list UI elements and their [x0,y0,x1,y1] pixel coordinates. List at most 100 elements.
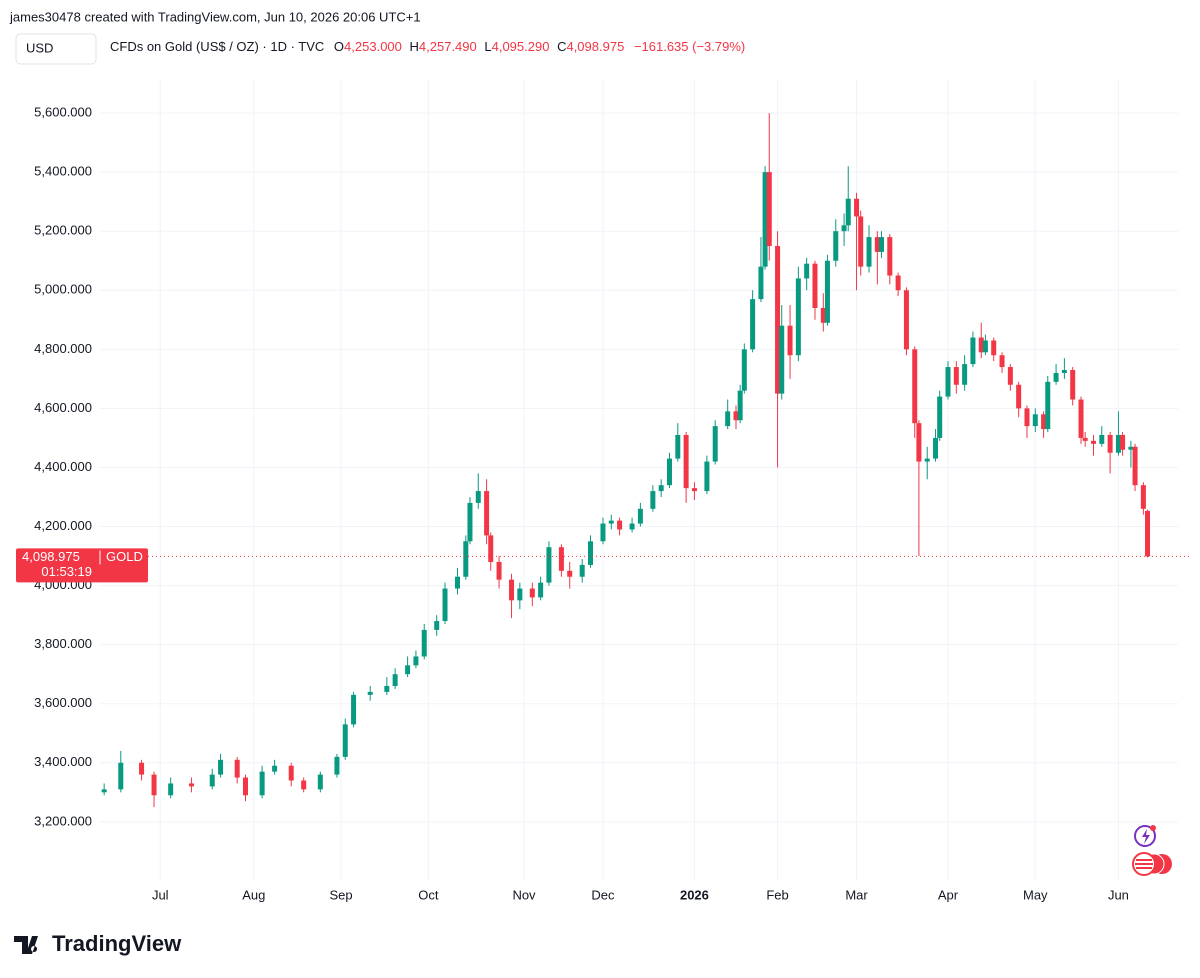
bolt [1142,829,1150,844]
candle-body [617,520,623,530]
candle-body [866,237,872,267]
candle-body [442,588,448,622]
candle-body [600,523,606,542]
high-prefix: H [410,39,419,54]
candle-body [845,198,851,226]
candle-body [334,756,340,775]
candle-body [766,172,772,246]
candle-body [912,349,918,424]
x-tick-label: Jul [152,887,169,902]
candle-body [970,337,976,365]
candle-body [259,771,265,796]
low-prefix: L [484,39,491,54]
x-tick-label: Apr [938,887,959,902]
candle-body [608,520,614,524]
candle-body [118,762,124,790]
y-tick-label: 4,600.000 [34,400,92,415]
candle-body [567,570,573,577]
candles [100,113,1190,808]
candle-body [1115,434,1121,453]
candle-body [1120,434,1126,450]
currency-box[interactable] [15,33,97,65]
grid [100,80,1178,880]
y-tick-label: 4,400.000 [34,459,92,474]
candle-body [999,355,1005,368]
candle-body [795,278,801,356]
candle-body [1145,510,1151,557]
candle-body [991,340,997,356]
candle-body [209,774,215,787]
alert-icon[interactable] [1134,825,1156,847]
price-tag-symbol: GOLD [106,549,143,564]
x-tick-label: Nov [512,887,536,902]
candle-body [1132,446,1138,486]
candle-body [509,579,515,601]
candle-body [1128,446,1134,450]
candle-body [683,434,689,489]
open-value: 4,253.000 [344,39,402,54]
candle-body [463,541,469,577]
candle-body [804,263,810,279]
axis-labels: 3,200.0003,400.0003,600.0003,800.0004,00… [16,105,1129,902]
y-tick-label: 4,800.000 [34,341,92,356]
candle-body [351,694,357,725]
candle-body [405,665,411,675]
close-value: 4,098.975 [566,39,624,54]
candle-body [953,367,959,385]
candle-body [666,458,672,486]
x-tick-label: May [1023,887,1048,902]
candle-body [854,198,860,217]
candle-body [1041,414,1047,430]
candle-body [367,691,373,695]
candle-body [1032,414,1038,427]
candle-body [301,780,307,790]
price-tag-countdown: 01:53:19 [41,564,92,579]
x-tick-label: Aug [242,887,265,902]
candle-body [101,789,107,793]
candle-body [704,461,710,492]
candle-body [874,237,880,252]
candle-body [750,299,756,350]
candle-body [529,588,535,598]
price-tag-price: 4,098.975 [22,549,80,564]
candle-body [812,263,818,308]
candle-body [937,396,943,438]
candle-body [288,765,294,781]
candle-body [712,426,718,462]
candle-body [737,390,743,421]
candle-body [741,349,747,391]
open-prefix: O [334,39,344,54]
high-value: 4,257.490 [419,39,477,54]
candle-body [234,759,240,778]
x-tick-label: Mar [845,887,868,902]
candle-body [887,237,893,276]
y-tick-label: 3,200.000 [34,813,92,828]
icons[interactable] [1132,825,1172,876]
candle-body [496,561,502,580]
candle-body [658,485,664,492]
candle-body [1024,408,1030,427]
candle-body [962,364,968,385]
currency[interactable]: USD [26,40,53,55]
candle-body [272,765,278,772]
brand: TradingView [14,931,182,956]
candle-body [384,685,390,692]
candle-body [650,491,656,509]
candle-body [903,290,909,350]
candle-body [978,337,984,353]
y-tick-label: 5,400.000 [34,164,92,179]
candle-body [924,458,930,462]
candle-body [392,674,398,686]
candle-body [342,724,348,757]
x-tick-label: 2026 [680,887,709,902]
candle-body [1007,367,1013,385]
dot [1150,825,1156,831]
candle-body [484,491,490,536]
brand-logo [14,936,38,954]
x-tick-label: Oct [418,887,439,902]
candle-body [758,266,764,300]
candle-body [517,588,523,601]
price-tag [16,548,148,583]
candle-body [546,547,552,583]
candle-body [1078,399,1084,438]
